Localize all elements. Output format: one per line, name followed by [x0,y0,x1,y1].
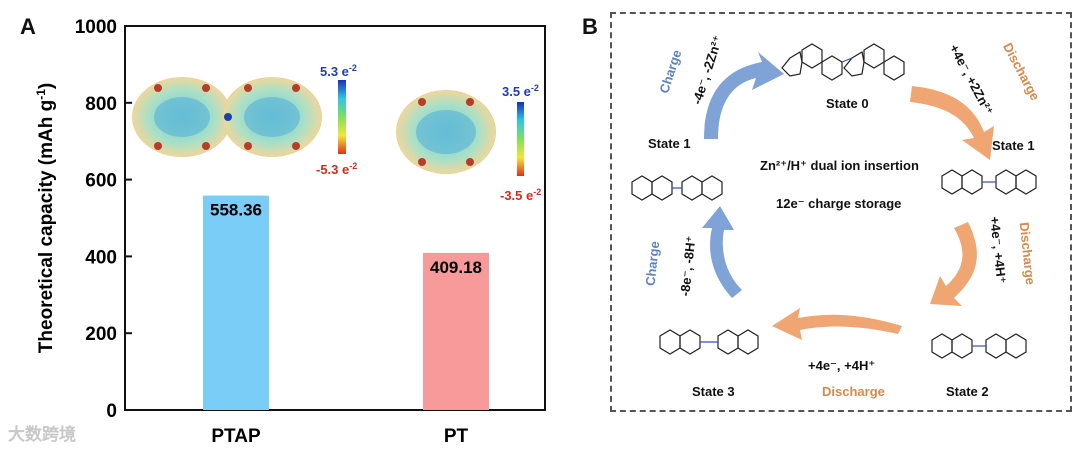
y-tick-label: 0 [106,401,117,422]
y-tick-label: 800 [85,94,117,115]
bar-value-label: 558.36 [210,201,262,220]
center-text-dual-ion: Zn²⁺/H⁺ dual ion insertion [760,158,919,173]
watermark-text: 大数跨境 [8,425,76,444]
label-state3: State 3 [692,384,735,399]
y-tick-label: 1000 [75,17,117,38]
discharge-arrow-right [930,222,977,306]
ptap-esp-surface [132,77,322,157]
molecule-state1-left [631,175,723,201]
panel-b-letter: B [582,14,598,39]
bar-chart: 0 200 400 600 800 1000 558.36 409.18 PTAP PT Th… [34,17,546,447]
molecule-state1-right [941,169,1037,195]
y-tick-label: 200 [85,324,117,345]
label-state2: State 2 [946,384,989,399]
pt-scale-top: 3.5 e-2 [502,83,539,99]
x-category-label: PT [444,426,469,447]
bar-pt [423,252,489,410]
x-category-label: PTAP [211,426,261,447]
pt-esp-color-scale [517,102,524,176]
molecule-state0 [781,43,905,81]
charge-arrow-top-left [704,52,784,139]
ptap-scale-bottom: -5.3 e-2 [316,161,357,177]
pt-scale-bottom: -3.5 e-2 [500,187,541,203]
charge-arrow-left [702,206,742,298]
ptap-esp-color-scale [338,80,346,154]
y-axis-label: Theoretical capacity (mAh g-1) [34,83,57,353]
discharge-arrow-bottom [772,308,902,340]
pt-esp-surface [396,90,496,174]
center-text-charge-storage: 12e⁻ charge storage [776,196,902,211]
label-state0: State 0 [826,96,869,111]
molecule-state3 [659,329,759,355]
bar-ptap [203,195,269,410]
label-state1-left: State 1 [648,136,691,151]
label-state1-right: State 1 [992,138,1035,153]
panel-a-letter: A [20,14,36,39]
bar-value-label: 409.18 [430,258,482,277]
plot-frame [124,25,546,411]
step-discharge-bottom: Discharge [822,384,885,399]
mechanism-diagram: State 0 State 1 State 1 State 2 State 3 … [610,12,1072,412]
y-tick-label: 400 [85,247,117,268]
ptap-scale-top: 5.3 e-2 [320,63,357,79]
molecule-state2 [931,333,1027,359]
discharge-arrow-top-right [910,86,994,160]
step-ions-bottom: +4e⁻, +4H⁺ [808,358,876,373]
mechanism-graphics [631,43,1037,359]
y-tick-label: 600 [85,171,117,192]
